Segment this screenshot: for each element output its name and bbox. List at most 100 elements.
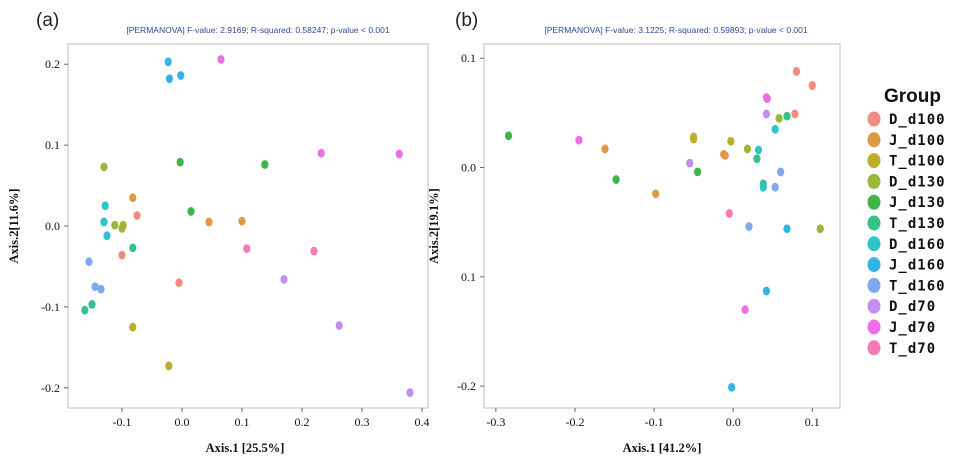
data-point-t_d100: [727, 136, 735, 146]
data-point-t_d160: [97, 284, 105, 294]
panel-b-plot-frame: [483, 43, 841, 409]
panel-b-x-axis-title: Axis.1 [41.2%]: [623, 441, 702, 455]
panel-b: (b) [PERMANOVA] F-value: 3.1225; R-squar…: [427, 10, 841, 455]
data-point-d_d100: [175, 278, 183, 288]
panel-b-x-tick-label: 0.0: [726, 415, 741, 429]
panel-a-y-tick-label: -0.2: [41, 381, 60, 395]
data-point-t_d160: [777, 167, 785, 177]
panel-a-label: (a): [36, 10, 59, 31]
data-point-j_d70: [395, 149, 403, 159]
data-point-d_d160: [771, 124, 779, 134]
data-point-d_d70: [686, 158, 694, 168]
panel-a-permanova-text: [PERMANOVA] F-value: 2.9169; R-squared: …: [126, 25, 390, 35]
data-point-j_d130: [176, 157, 184, 167]
legend-label-t_d130: T_d130: [889, 216, 946, 232]
legend-label-t_d160: T_d160: [889, 278, 946, 294]
data-point-t_d70: [725, 209, 733, 218]
panel-a-x-tick-label: -0.1: [113, 415, 132, 429]
legend-swatch-d_d160: [867, 236, 881, 252]
panel-b-points: [504, 66, 824, 392]
panel-b-y-axis-title: Axis.2[19.1%]: [427, 188, 441, 264]
data-point-d_d130: [816, 224, 824, 234]
legend-label-j_d100: J_d100: [889, 133, 946, 149]
data-point-d_d130: [743, 144, 752, 154]
legend-swatch-t_d160: [867, 277, 881, 293]
data-point-t_d70: [243, 244, 251, 254]
data-point-j_d130: [261, 160, 269, 169]
data-point-d_d100: [118, 250, 126, 260]
panel-a-x-tick-label: 0.4: [415, 415, 430, 429]
data-point-j_d100: [129, 193, 137, 203]
legend-swatch-j_d130: [867, 194, 881, 210]
data-point-j_d160: [164, 57, 172, 67]
legend-swatch-d_d130: [867, 173, 881, 189]
data-point-t_d160: [91, 282, 99, 292]
panel-a-x-tick-label: 0.0: [175, 415, 190, 429]
data-point-d_d160: [103, 231, 111, 241]
data-point-d_d160: [754, 145, 763, 155]
panel-a-y-tick-label: 0.0: [45, 219, 60, 233]
legend-label-j_d130: J_d130: [889, 195, 946, 211]
legend-items: D_d100 J_d100 T_d100 D_d130 J_d130 T_d130 D_d1…: [867, 111, 946, 357]
data-point-j_d100: [238, 216, 246, 226]
panel-a-x-axis-title: Axis.1 [25.5%]: [206, 441, 285, 455]
legend-label-d_d130: D_d130: [889, 174, 946, 190]
data-point-j_d160: [783, 224, 791, 234]
panel-b-permanova-text: [PERMANOVA] F-value: 3.1225; R-squared: …: [544, 25, 808, 35]
data-point-d_d130: [111, 220, 119, 230]
legend-title: Group: [884, 86, 941, 107]
data-point-t_d160: [85, 257, 93, 266]
panel-a-ticks: -0.1 0.0 0.1 0.2 0.3 0.4 -0.2 -0.1 0.0 0.1 0.2: [41, 57, 430, 429]
panel-b-y-tick-label: -0.2: [457, 379, 476, 393]
data-point-d_d130: [118, 224, 126, 233]
data-point-d_d70: [280, 274, 288, 284]
panel-a-y-tick-label: 0.1: [45, 138, 60, 152]
data-point-d_d70: [762, 109, 771, 119]
panel-a: (a) [PERMANOVA] F-value: 2.9169; R-squar…: [7, 10, 430, 455]
legend-swatch-t_d100: [867, 153, 881, 169]
data-point-d_d160: [101, 201, 109, 211]
data-point-d_d130: [775, 113, 783, 123]
data-point-t_d130: [129, 243, 137, 253]
data-point-t_d130: [81, 305, 89, 315]
panel-b-label: (b): [455, 10, 478, 31]
data-point-j_d130: [612, 175, 620, 184]
legend-swatch-j_d100: [867, 132, 881, 148]
data-point-t_d160: [771, 182, 779, 192]
legend-swatch-d_d70: [867, 298, 881, 314]
data-point-t_d130: [783, 111, 791, 121]
legend-swatch-t_d70: [867, 340, 881, 356]
data-point-j_d70: [763, 94, 771, 104]
panel-a-y-axis-title: Axis.2[11.6%]: [7, 189, 21, 264]
legend-swatch-j_d70: [867, 319, 881, 335]
data-point-t_d100: [129, 322, 137, 332]
data-point-d_d100: [791, 109, 799, 119]
data-point-j_d70: [217, 54, 225, 64]
panel-a-x-tick-label: 0.1: [235, 415, 250, 429]
data-point-j_d160: [177, 71, 185, 80]
data-point-j_d70: [575, 135, 583, 145]
data-point-d_d160: [759, 182, 767, 192]
data-point-j_d130: [694, 167, 702, 177]
panel-b-ticks: -0.3 -0.2 -0.1 0.0 0.1 0.1 0.0 0.1 -0.2: [457, 51, 820, 429]
legend-label-t_d70: T_d70: [889, 341, 936, 357]
data-point-d_d100: [792, 66, 801, 76]
panel-a-x-tick-label: 0.3: [355, 415, 370, 429]
panel-b-y-tick-label: 0.0: [461, 161, 476, 175]
legend-swatch-t_d130: [867, 215, 881, 231]
legend-label-d_d100: D_d100: [889, 112, 946, 128]
data-point-j_d100: [205, 217, 213, 227]
data-point-j_d160: [728, 382, 736, 392]
legend-label-j_d70: J_d70: [889, 320, 936, 336]
panel-b-y-tick-label: 0.1: [461, 51, 476, 65]
panel-a-x-tick-label: 0.2: [295, 415, 310, 429]
panel-b-x-tick-label: -0.1: [645, 415, 664, 429]
legend-label-j_d160: J_d160: [889, 258, 946, 274]
data-point-j_d100: [720, 150, 728, 159]
data-point-j_d130: [504, 131, 513, 141]
data-point-j_d160: [165, 74, 173, 84]
data-point-d_d100: [808, 81, 816, 90]
legend-label-t_d100: T_d100: [889, 154, 946, 170]
panel-b-y-tick-label: 0.1: [461, 270, 476, 284]
